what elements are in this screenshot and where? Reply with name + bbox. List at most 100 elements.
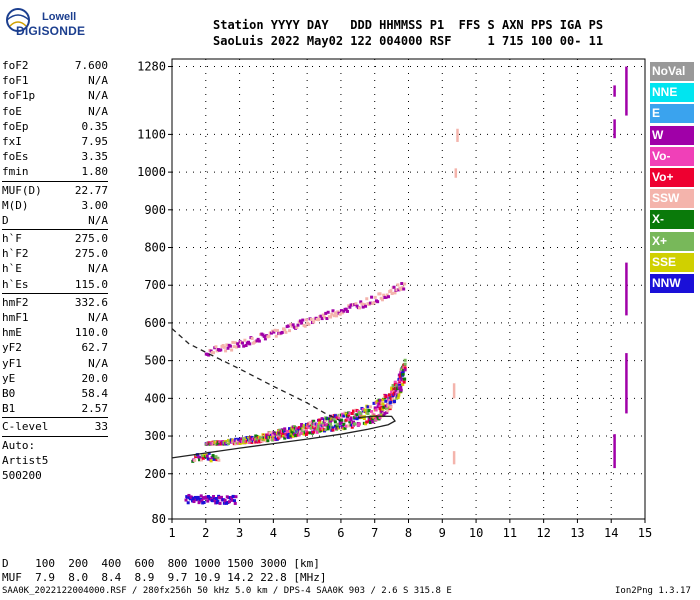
echo-point bbox=[269, 331, 273, 335]
echo-point bbox=[335, 314, 339, 318]
echo-point bbox=[193, 458, 197, 462]
echo-point bbox=[379, 412, 383, 416]
echo-point bbox=[199, 458, 203, 462]
echo-point bbox=[308, 431, 312, 435]
echo-point bbox=[397, 373, 401, 377]
echo-point bbox=[187, 493, 191, 497]
param-row: B0 58.4 bbox=[2, 386, 108, 401]
param-name: fmin bbox=[2, 165, 29, 179]
x-tick-label: 3 bbox=[236, 526, 243, 540]
echo-point bbox=[196, 497, 200, 501]
echo-point bbox=[308, 422, 312, 426]
echo-point bbox=[403, 282, 407, 286]
echo-point bbox=[217, 458, 221, 462]
echo-point bbox=[300, 423, 304, 427]
param-row: h`F 275.0 bbox=[2, 231, 108, 246]
echo-point bbox=[333, 311, 337, 315]
echo-point bbox=[247, 340, 251, 344]
param-name: D bbox=[2, 213, 9, 227]
echo-point bbox=[372, 300, 376, 304]
echo-point bbox=[196, 495, 200, 499]
echo-point bbox=[324, 311, 328, 315]
echo-point bbox=[331, 309, 335, 313]
logo-globe-icon bbox=[6, 8, 30, 32]
echo-point bbox=[383, 411, 387, 415]
echo-point bbox=[199, 494, 203, 498]
echo-point bbox=[218, 501, 222, 505]
echo-point bbox=[283, 427, 287, 431]
echo-point bbox=[237, 344, 241, 348]
echo-point bbox=[345, 309, 349, 313]
y-tick-label: 1280 bbox=[137, 60, 166, 74]
echo-point bbox=[355, 417, 359, 421]
param-value: N/A bbox=[88, 89, 108, 103]
echo-point bbox=[224, 349, 228, 353]
echo-point bbox=[184, 498, 188, 502]
echo-point bbox=[403, 368, 407, 372]
param-row: M(D) 3.00 bbox=[2, 198, 108, 213]
echo-point bbox=[386, 295, 390, 299]
echo-point bbox=[309, 317, 313, 321]
echo-point bbox=[354, 302, 358, 306]
echo-point bbox=[318, 421, 322, 425]
echo-point bbox=[403, 366, 407, 370]
param-value: N/A bbox=[88, 356, 108, 370]
x-tick-label: 15 bbox=[638, 526, 652, 540]
echo-point bbox=[212, 351, 216, 355]
echo-point bbox=[366, 405, 370, 409]
echo-point bbox=[202, 500, 206, 504]
echo-point bbox=[393, 291, 397, 295]
echo-point bbox=[388, 398, 392, 402]
echo-point bbox=[324, 419, 328, 423]
echo-point bbox=[234, 345, 238, 349]
y-tick-label: 900 bbox=[144, 203, 166, 217]
y-tick-label: 80 bbox=[152, 512, 166, 526]
echo-point bbox=[274, 334, 278, 338]
y-tick-label: 300 bbox=[144, 429, 166, 443]
x-tick-label: 1 bbox=[168, 526, 175, 540]
echo-point bbox=[216, 456, 220, 460]
footer-file-info: SAA0K_2022122004000.RSF / 280fx256h 50 k… bbox=[2, 586, 452, 596]
param-value: 62.7 bbox=[81, 341, 109, 355]
y-tick-label: 800 bbox=[144, 241, 166, 255]
echo-point bbox=[365, 420, 369, 424]
echo-point bbox=[209, 349, 213, 353]
echo-point bbox=[197, 455, 201, 459]
echo-point bbox=[312, 419, 316, 423]
echo-point bbox=[302, 427, 306, 431]
echo-point bbox=[342, 422, 346, 426]
echo-point bbox=[318, 418, 322, 422]
echo-point bbox=[213, 498, 217, 502]
echo-point bbox=[380, 298, 384, 302]
echo-point bbox=[212, 457, 216, 461]
param-value: 2.57 bbox=[81, 402, 109, 416]
param-row: h`F2 275.0 bbox=[2, 246, 108, 261]
param-row: foE N/A bbox=[2, 104, 108, 119]
echo-point bbox=[378, 399, 382, 403]
param-row: Artist5 bbox=[2, 453, 108, 468]
x-tick-label: 2 bbox=[202, 526, 209, 540]
echo-point bbox=[351, 420, 355, 424]
param-value: N/A bbox=[88, 311, 108, 324]
echo-point bbox=[214, 345, 218, 349]
echo-point bbox=[282, 433, 286, 437]
echo-point bbox=[219, 348, 223, 352]
echo-point bbox=[402, 287, 406, 291]
echo-point bbox=[260, 439, 264, 443]
echo-point bbox=[371, 420, 375, 424]
echo-point bbox=[238, 441, 242, 445]
echo-point bbox=[271, 438, 275, 442]
echo-point bbox=[368, 301, 372, 305]
echo-point bbox=[380, 405, 384, 409]
echo-point bbox=[398, 375, 402, 379]
echo-point bbox=[364, 422, 368, 426]
echo-point bbox=[301, 318, 305, 322]
x-tick-label: 7 bbox=[371, 526, 378, 540]
echo-point bbox=[399, 385, 403, 389]
echo-point bbox=[198, 458, 202, 462]
echo-point bbox=[336, 422, 340, 426]
param-row: C-level 33 bbox=[2, 419, 108, 434]
legend-item-noval: NoVal bbox=[650, 62, 694, 81]
legend-item-nnw: NNW bbox=[650, 273, 694, 293]
echo-point bbox=[289, 434, 293, 438]
